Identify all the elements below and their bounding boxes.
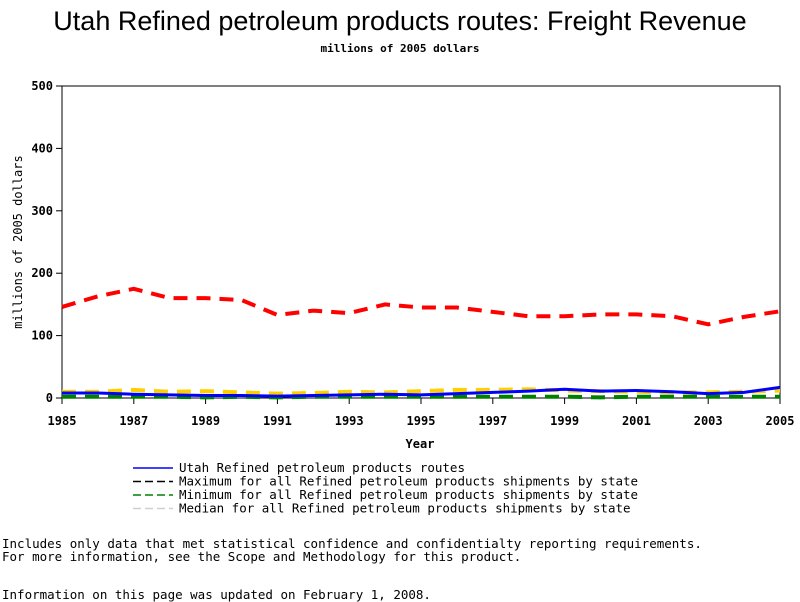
plot-frame xyxy=(62,86,780,398)
y-tick-label: 400 xyxy=(31,141,53,155)
y-tick-label: 100 xyxy=(31,329,53,343)
x-tick-label: 1985 xyxy=(48,414,77,428)
x-tick-label: 1997 xyxy=(478,414,507,428)
y-tick-label: 0 xyxy=(46,391,53,405)
x-axis-label: Year xyxy=(406,437,435,451)
note-methodology: For more information, see the Scope and … xyxy=(2,549,521,564)
x-tick-label: 2003 xyxy=(694,414,723,428)
x-tick-label: 1991 xyxy=(263,414,292,428)
y-tick-label: 300 xyxy=(31,204,53,218)
y-axis-label: millions of 2005 dollars xyxy=(11,155,25,328)
x-tick-label: 1999 xyxy=(550,414,579,428)
x-tick-label: 2001 xyxy=(622,414,651,428)
x-tick-label: 1987 xyxy=(119,414,148,428)
x-tick-label: 1995 xyxy=(407,414,436,428)
series-line-1 xyxy=(62,289,780,325)
x-tick-label: 2005 xyxy=(766,414,795,428)
legend-label: Median for all Refined petroleum product… xyxy=(179,501,631,516)
x-tick-label: 1993 xyxy=(335,414,364,428)
x-tick-label: 1989 xyxy=(191,414,220,428)
y-tick-label: 500 xyxy=(31,79,53,93)
y-tick-label: 200 xyxy=(31,266,53,280)
